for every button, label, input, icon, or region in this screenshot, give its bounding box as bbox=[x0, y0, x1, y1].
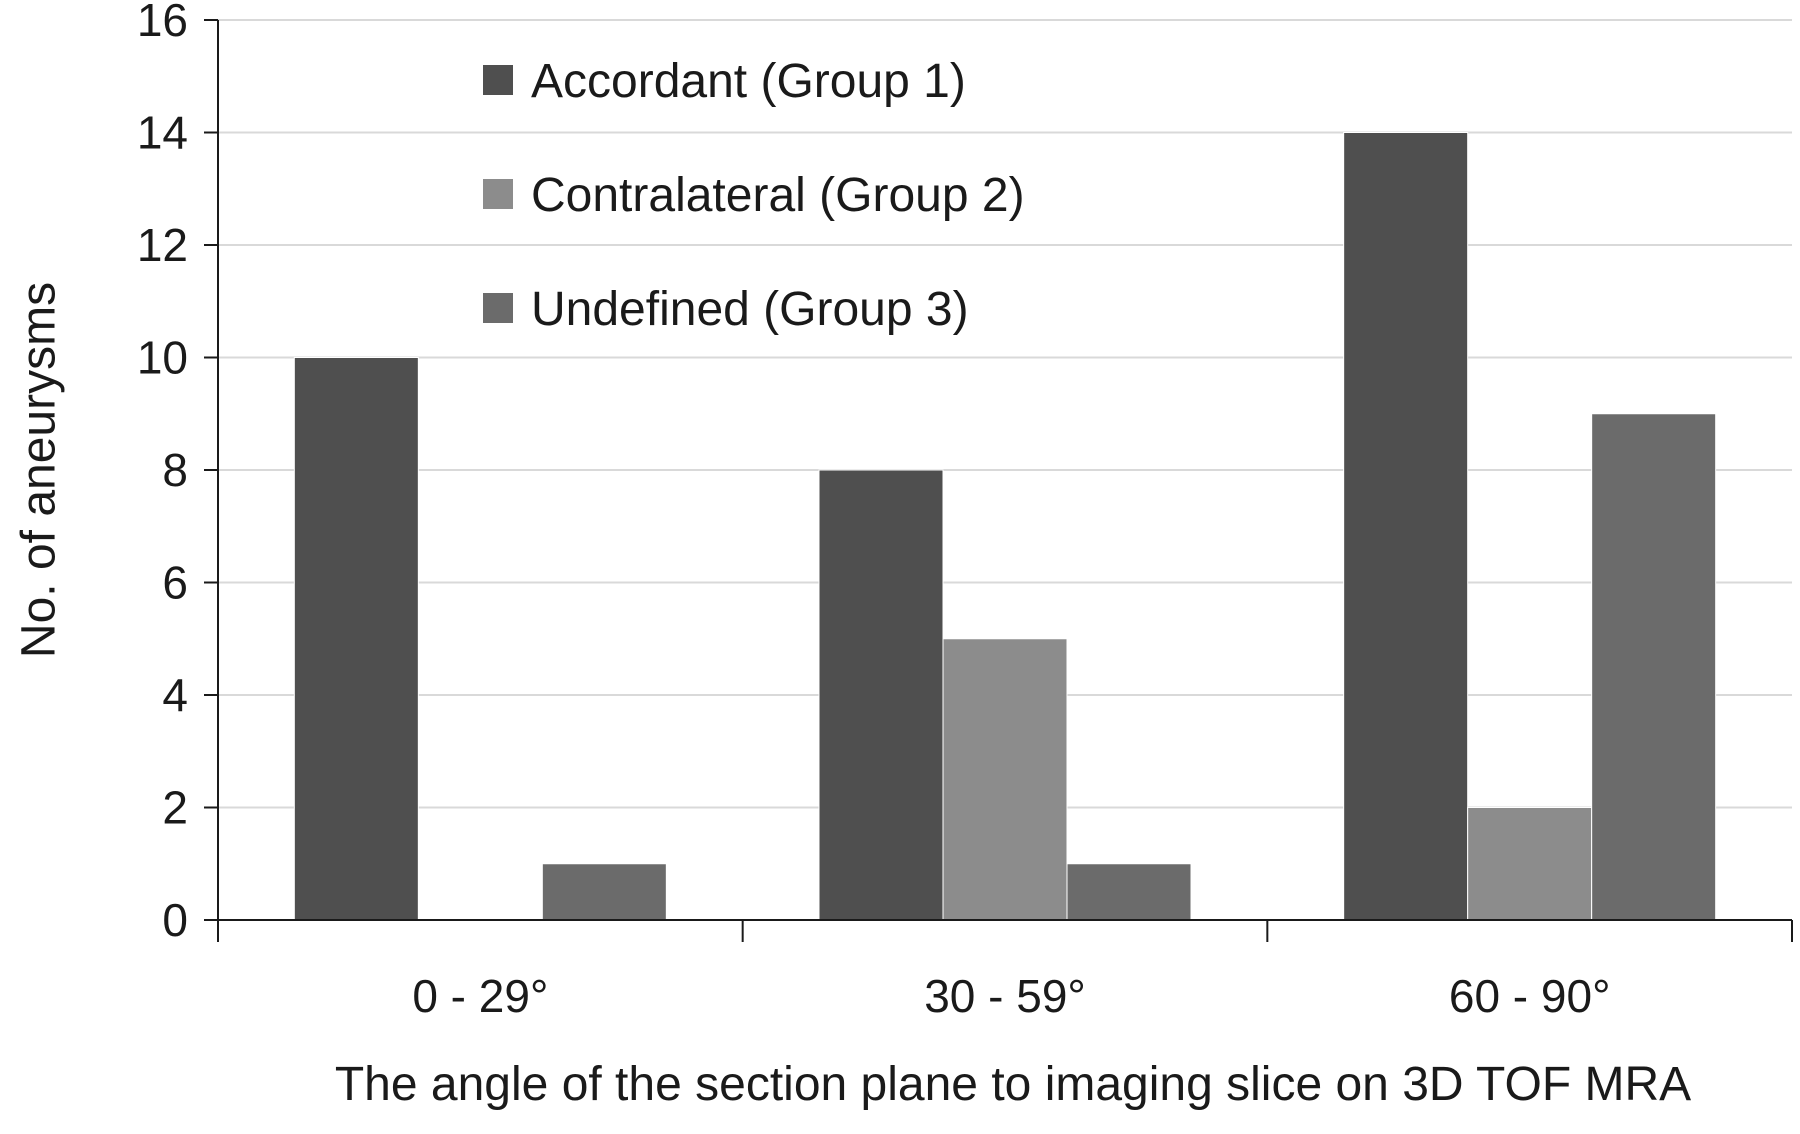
bar bbox=[818, 469, 944, 921]
y-tick-label: 12 bbox=[137, 219, 188, 271]
x-axis-title: The angle of the section plane to imagin… bbox=[335, 1058, 1691, 1111]
bars bbox=[293, 132, 1717, 921]
y-tick-label: 8 bbox=[162, 444, 188, 496]
y-tick-label: 0 bbox=[162, 894, 188, 946]
axes bbox=[204, 19, 1793, 942]
legend-swatch bbox=[483, 293, 513, 323]
y-tick-labels: 0 2 4 6 8 10 12 14 16 bbox=[137, 0, 188, 946]
x-tick-label: 0 - 29° bbox=[412, 970, 548, 1022]
legend-label: Accordant (Group 1) bbox=[531, 55, 966, 108]
bar bbox=[1066, 863, 1192, 921]
y-tick-label: 16 bbox=[137, 0, 188, 46]
y-tick-label: 10 bbox=[137, 332, 188, 384]
legend-item: Accordant (Group 1) bbox=[483, 55, 966, 108]
legend-item: Undefined (Group 3) bbox=[483, 283, 969, 336]
x-tick-labels: 0 - 29° 30 - 59° 60 - 90° bbox=[412, 970, 1610, 1022]
y-axis-title: No. of aneurysms bbox=[13, 282, 66, 658]
y-tick-label: 2 bbox=[162, 782, 188, 834]
legend-swatch bbox=[483, 65, 513, 95]
bar bbox=[1467, 807, 1593, 921]
y-tick-label: 4 bbox=[162, 669, 188, 721]
bar bbox=[942, 638, 1068, 921]
bar bbox=[1343, 132, 1469, 921]
bar bbox=[293, 357, 419, 921]
gridlines bbox=[218, 19, 1792, 809]
y-tick-label: 6 bbox=[162, 557, 188, 609]
legend-label: Contralateral (Group 2) bbox=[531, 169, 1025, 222]
legend-swatch bbox=[483, 179, 513, 209]
x-tick-label: 60 - 90° bbox=[1449, 970, 1611, 1022]
legend: Accordant (Group 1) Contralateral (Group … bbox=[483, 55, 1025, 336]
y-tick-label: 14 bbox=[137, 107, 188, 159]
x-tick-label: 30 - 59° bbox=[924, 970, 1086, 1022]
legend-label: Undefined (Group 3) bbox=[531, 283, 969, 336]
bar bbox=[1591, 413, 1717, 921]
bar bbox=[541, 863, 667, 921]
legend-item: Contralateral (Group 2) bbox=[483, 169, 1025, 222]
